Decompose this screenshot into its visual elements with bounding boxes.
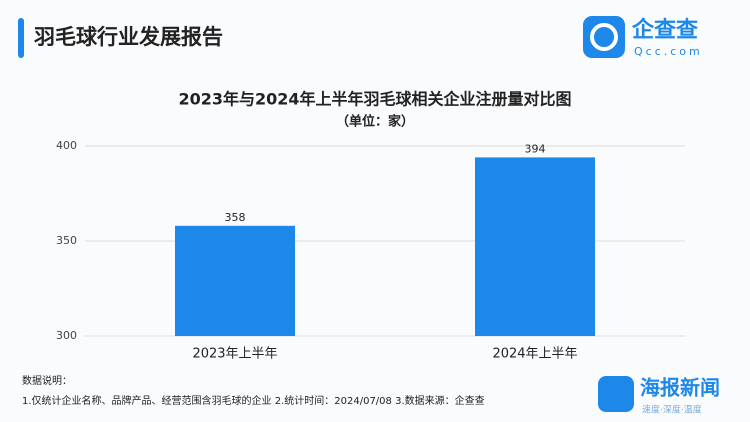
footer-logo-name: 海报新闻	[640, 376, 720, 400]
logo-name: 企查查	[631, 17, 698, 43]
value-label: 358	[225, 211, 246, 224]
chart-subtitle: （单位：家）	[336, 114, 414, 130]
logo-mark	[590, 23, 618, 51]
chart-title: 2023年与2024年上半年羽毛球相关企业注册量对比图	[178, 90, 571, 109]
header-title: 羽毛球行业发展报告	[34, 25, 223, 49]
bar	[175, 225, 295, 336]
value-label: 394	[525, 142, 546, 155]
y-tick-label: 400	[56, 139, 77, 152]
footer-logo-icon	[598, 376, 634, 412]
notes-heading: 数据说明：	[22, 374, 72, 387]
x-tick-label: 2024年上半年	[492, 347, 577, 362]
logo-domain: Qcc.com	[634, 45, 703, 58]
bar	[475, 157, 595, 336]
header-accent	[18, 18, 24, 58]
footer-logo-slogan: 速度·深度·温度	[642, 404, 702, 416]
notes-line: 1.仅统计企业名称、品牌产品、经营范围含羽毛球的企业 2.统计时间：2024/0…	[22, 394, 485, 407]
x-tick-label: 2023年上半年	[192, 347, 277, 362]
y-tick-label: 350	[56, 234, 77, 247]
y-tick-label: 300	[56, 329, 77, 342]
logo-icon	[583, 16, 625, 58]
